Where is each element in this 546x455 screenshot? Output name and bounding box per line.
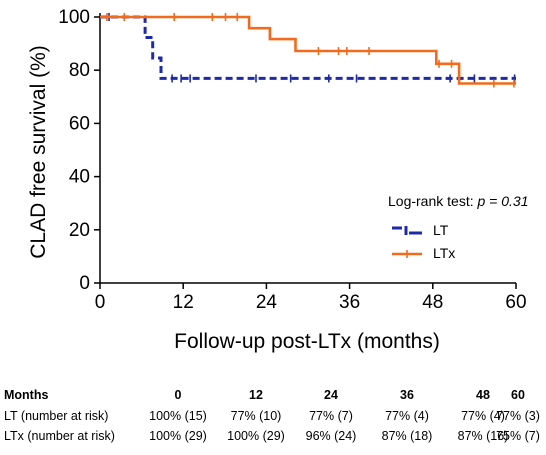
y-tick-label: 20 (69, 220, 90, 241)
y-tick-label: 40 (69, 167, 90, 188)
legend-label: LT (433, 222, 449, 238)
log-rank-prefix: Log-rank test: (388, 193, 478, 209)
risk-table-column-header: 36 (400, 388, 414, 402)
risk-table-column-header: 48 (476, 388, 490, 402)
series-ltx-curve (100, 15, 516, 85)
legend-entry-lt: LT (392, 222, 449, 238)
legend-label: LTx (433, 245, 455, 261)
risk-table-cell: 77% (10) (231, 409, 282, 423)
risk-table-cell: 77% (4) (385, 409, 429, 423)
risk-table-cell: 87% (16) (458, 429, 509, 443)
y-tick-label: 60 (69, 113, 90, 134)
legend-entry-ltx: LTx (392, 245, 455, 261)
log-rank-pvalue: p = 0.31 (477, 193, 529, 209)
y-tick-label: 0 (79, 273, 90, 294)
risk-table-cell: 100% (15) (149, 409, 207, 423)
risk-table-column-header: 24 (324, 388, 338, 402)
legend: LT LTx (392, 222, 455, 261)
risk-table-header-label: Months (4, 388, 48, 402)
risk-table-row-label: LTx (number at risk) (4, 429, 115, 443)
risk-table-cell: 100% (29) (149, 429, 207, 443)
x-axis-label: Follow-up post-LTx (months) (174, 330, 440, 353)
risk-table-column-header: 12 (249, 388, 263, 402)
axes (99, 13, 516, 284)
risk-table-cell: 77% (7) (309, 409, 353, 423)
legend-swatch (392, 226, 422, 235)
x-tick-label: 60 (505, 292, 526, 313)
series-layer (100, 13, 516, 88)
risk-table: Months 0 12 24 36 48 60 LT (number at risk) 100%… (4, 388, 540, 443)
x-ticks: 0 12 24 36 48 60 (95, 283, 527, 313)
log-rank-annotation: Log-rank test: p = 0.31 (388, 193, 529, 209)
x-tick-label: 0 (95, 292, 106, 313)
risk-table-cell: 77% (4) (461, 409, 505, 423)
y-tick-label: 100 (58, 7, 90, 28)
risk-table-cell: 77% (3) (496, 409, 540, 423)
risk-table-column-header: 60 (511, 388, 525, 402)
risk-table-column-header: 0 (175, 388, 182, 402)
risk-table-cell: 75% (7) (496, 429, 540, 443)
y-tick-label: 80 (69, 60, 90, 81)
risk-table-row-label: LT (number at risk) (4, 409, 108, 423)
y-ticks: 0 20 40 60 80 100 (58, 7, 100, 294)
x-tick-label: 48 (422, 292, 443, 313)
x-tick-label: 12 (173, 292, 194, 313)
series-lt-curve (100, 15, 516, 80)
risk-table-cell: 96% (24) (306, 429, 357, 443)
risk-table-cell: 100% (29) (227, 429, 285, 443)
x-tick-label: 24 (256, 292, 278, 313)
x-tick-label: 36 (339, 292, 360, 313)
risk-table-cell: 87% (18) (382, 429, 433, 443)
y-axis-label: CLAD free survival (%) (27, 45, 50, 259)
